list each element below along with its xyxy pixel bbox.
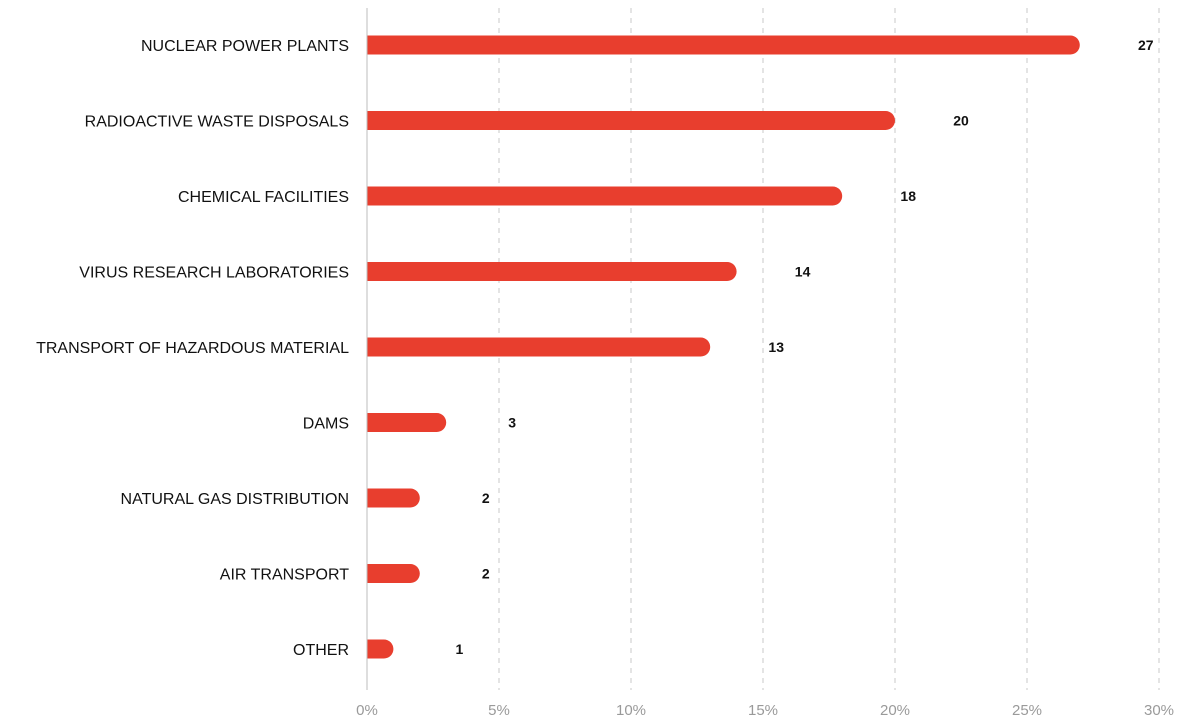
value-label: 3 [508,415,516,431]
value-label: 27 [1138,37,1154,53]
x-tick-label: 20% [880,702,910,719]
bar [367,337,711,357]
x-tick-label: 25% [1012,702,1042,719]
category-label: OTHER [293,642,349,659]
value-label: 1 [456,641,464,657]
value-label: 13 [768,339,784,355]
x-tick-label: 0% [356,702,378,719]
bar [367,413,447,432]
value-label: 20 [953,113,969,129]
bar [367,488,420,508]
x-tick-label: 10% [616,702,646,719]
category-label: DAMS [303,416,349,433]
bar [367,35,1080,55]
bar [367,111,895,130]
category-label: NUCLEAR POWER PLANTS [141,38,349,55]
bar [367,564,420,583]
bar [367,639,394,659]
category-label: VIRUS RESEARCH LABORATORIES [79,265,349,282]
value-label: 14 [795,264,811,280]
category-label: CHEMICAL FACILITIES [178,189,349,206]
value-label: 2 [482,566,490,582]
category-label: AIR TRANSPORT [220,567,349,584]
x-tick-label: 15% [748,702,778,719]
category-label: TRANSPORT OF HAZARDOUS MATERIAL [36,340,349,357]
value-label: 2 [482,490,490,506]
x-tick-label: 30% [1144,702,1174,719]
value-label: 18 [900,188,916,204]
category-label: NATURAL GAS DISTRIBUTION [121,491,349,508]
category-label: RADIOACTIVE WASTE DISPOSALS [85,114,349,131]
x-tick-label: 5% [488,702,510,719]
bar [367,186,843,206]
bar [367,262,737,281]
